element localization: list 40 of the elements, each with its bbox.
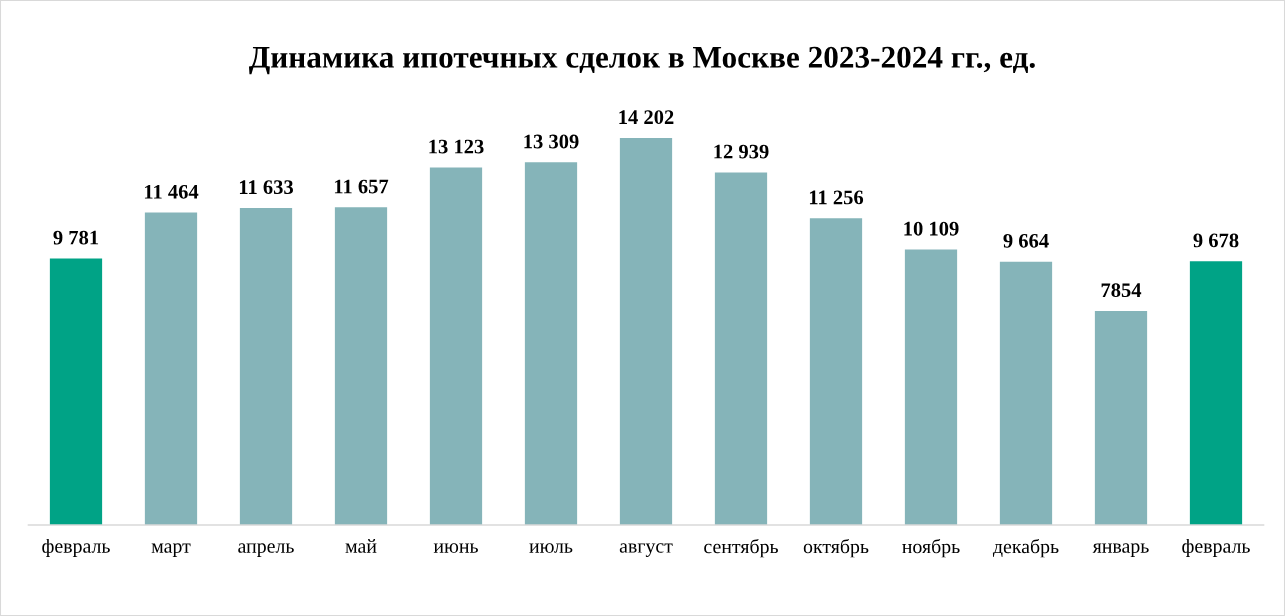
data-label: 7854 — [1101, 283, 1142, 298]
bar — [1189, 261, 1243, 525]
bar — [429, 167, 483, 525]
x-tick-label: март — [151, 543, 191, 557]
bar — [524, 162, 578, 525]
x-tick-label: сентябрь — [704, 538, 778, 558]
x-tick-label: октябрь — [803, 538, 869, 558]
bar — [999, 261, 1053, 525]
data-label: 11 464 — [144, 184, 199, 199]
data-label: 12 939 — [714, 144, 769, 159]
x-tick-label: апрель — [238, 543, 294, 557]
chart-title: Динамика ипотечных сделок в Москве 2023-2024 гг., ед. — [248, 46, 1035, 75]
x-tick-label: май — [345, 539, 377, 553]
x-tick-label: ноябрь — [902, 538, 960, 558]
x-tick-label: июль — [529, 543, 573, 553]
data-label: 13 123 — [429, 139, 484, 154]
bar — [904, 249, 958, 525]
bar — [714, 172, 768, 525]
data-label: 11 633 — [239, 180, 293, 195]
data-label: 9 664 — [1003, 233, 1049, 248]
bar — [49, 258, 103, 525]
x-tick-label: февраль — [42, 538, 110, 557]
data-label: 13 309 — [524, 134, 579, 149]
data-label: 14 202 — [619, 110, 674, 125]
x-tick-label: январь — [1092, 543, 1149, 557]
data-label: 10 109 — [904, 221, 959, 236]
bar — [809, 218, 863, 525]
data-label: 9 781 — [53, 230, 99, 245]
x-tick-label: декабрь — [992, 538, 1059, 558]
bar — [144, 212, 198, 525]
x-tick-label: февраль — [1182, 538, 1250, 557]
data-label: 11 657 — [334, 179, 389, 194]
x-tick-label: август — [619, 543, 673, 557]
bar — [239, 208, 293, 525]
bar — [334, 207, 388, 525]
x-tick-label: июнь — [433, 543, 478, 553]
bar — [619, 137, 673, 525]
data-label: 11 256 — [809, 190, 864, 205]
data-label: 9 678 — [1193, 233, 1239, 248]
bar — [1094, 310, 1148, 525]
